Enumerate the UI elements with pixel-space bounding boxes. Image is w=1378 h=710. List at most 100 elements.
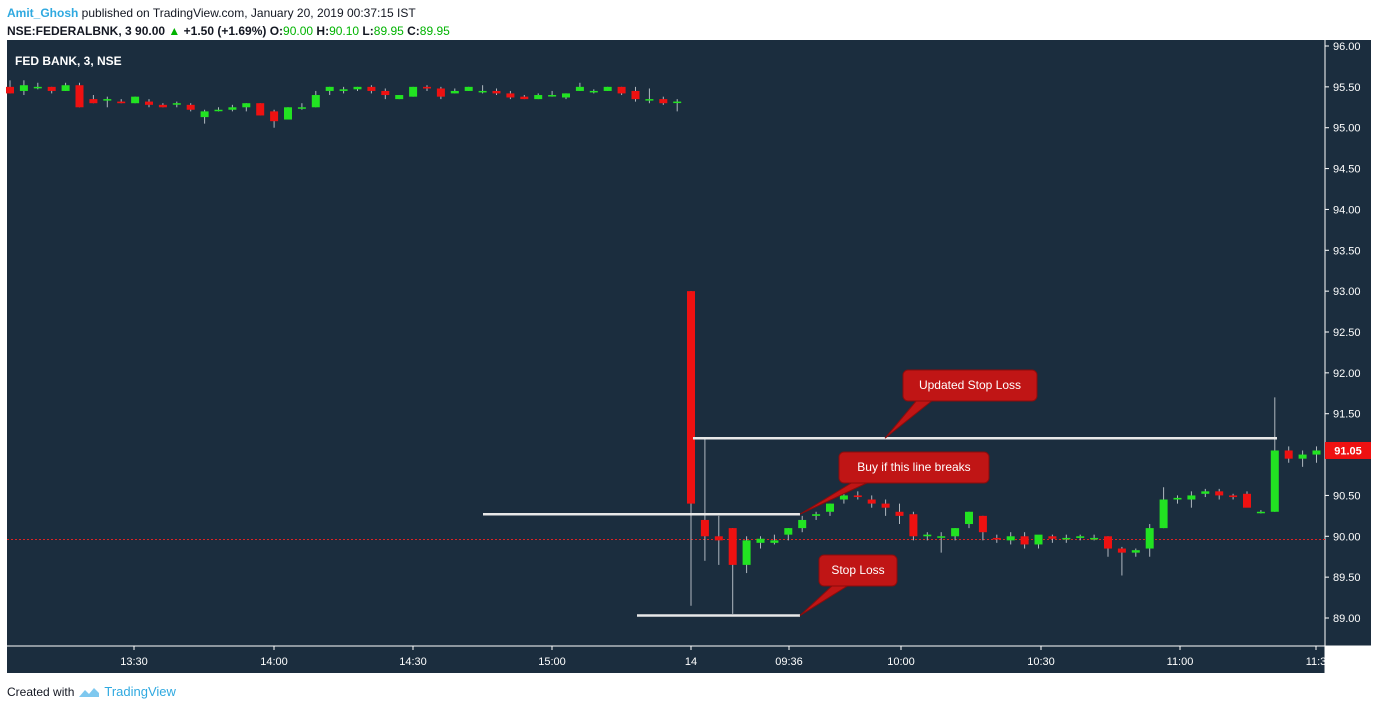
current-price-badge: 91.05 [1325,441,1371,459]
candle-body [631,90,640,100]
callout-box[interactable] [818,554,898,587]
candle-body [172,103,181,105]
candle-body [1159,499,1168,529]
candle [673,99,682,112]
candle-body [242,103,251,108]
candle-body [575,86,584,91]
y-axis-ticks: 96.00 95.50 95.00 94.50 94.00 93.50 93.00 92.50… [1325,41,1361,625]
candle-body [1298,454,1307,459]
candle-body [214,109,223,112]
candle-body [965,511,973,525]
open-label: O: [266,24,284,38]
candle-body [1104,536,1112,549]
symbol-label: NSE:FEDERALBNK, 3 [7,24,132,38]
candle [270,109,279,128]
candle [1034,534,1043,549]
candle-body [450,90,459,94]
candle [450,88,459,94]
candle [1131,548,1140,557]
candle-body [395,95,404,100]
author-link[interactable]: Amit_Ghosh [7,6,79,20]
candle [1187,491,1196,508]
annotation-2[interactable]: Buy if this line breaks [483,451,990,516]
candle [1256,510,1265,514]
annotations[interactable]: Updated Stop Loss Buy if this line breaks… [483,369,1277,617]
candle-body [381,90,390,96]
candle [1243,491,1251,508]
candle [297,103,306,110]
candle [478,85,487,94]
x-tick-label: 13:30 [120,656,148,668]
candle-body [1006,536,1015,541]
candle-body [617,86,626,94]
candle-body [1243,493,1251,508]
price-axis[interactable] [1325,40,1371,646]
candle [575,82,584,91]
callout-box[interactable] [838,451,990,484]
publish-info: Amit_Ghosh published on TradingView.com,… [7,4,1367,22]
y-tick-label: 92.50 [1333,327,1361,339]
candle-body [311,95,320,108]
candle [353,86,362,91]
candle-body [812,514,821,516]
candle [631,86,640,102]
candle [728,528,737,614]
candle-body [645,99,654,101]
candle-body [1131,550,1140,553]
candle [311,90,320,108]
candle-body [728,528,737,565]
candle [1159,487,1168,529]
candle [548,90,557,97]
y-tick-label: 95.50 [1333,82,1361,94]
x-tick-label: 11:00 [1167,656,1194,668]
y-tick-label: 95.00 [1333,123,1361,135]
candle [784,528,793,541]
close-label: C: [403,24,420,38]
candle [742,536,751,574]
candle-body [1312,450,1321,455]
candle [645,88,654,104]
low-label: L: [359,24,374,38]
candle [867,495,876,508]
candle [47,86,56,94]
candle-body [367,86,376,91]
current-price-label: 91.05 [1334,445,1362,457]
candle-body [839,495,848,500]
candle-body [492,90,501,94]
annotation-3[interactable]: Stop Loss [637,554,898,617]
candle [145,99,153,108]
candle-body [895,511,904,516]
candle [812,511,821,520]
candle [965,511,973,529]
candle-body [145,101,153,105]
candle [1201,488,1210,498]
y-tick-label: 90.00 [1333,531,1361,543]
x-tick-label: 11:3 [1306,656,1327,668]
candle-body [1076,536,1085,538]
candle-body [103,99,112,101]
callout-label: Stop Loss [831,563,884,577]
candle-body [1173,497,1182,500]
candle [1104,536,1112,557]
high-label: H: [313,24,330,38]
plot-area[interactable] [7,40,1325,646]
callout-box[interactable] [902,369,1038,402]
candle-body [951,528,960,537]
symbol-info: NSE:FEDERALBNK, 3 90.00 ▲ +1.50 (+1.69%)… [7,22,1367,40]
candle [992,534,1001,543]
candle [603,86,612,91]
candle-body [978,515,987,533]
candle-body [1020,536,1029,545]
candle [1145,524,1154,557]
time-axis[interactable] [7,646,1325,673]
candle-body [228,107,237,110]
annotation-1[interactable]: Updated Stop Loss [693,369,1277,440]
candle-body [89,99,98,104]
candle [103,96,112,108]
candlestick-chart[interactable]: FED BANK, 3, NSE 96.00 95.50 95.00 94.50 94.… [0,0,1378,680]
candle-body [325,86,334,91]
tradingview-brand[interactable]: TradingView [104,684,176,699]
candle [1048,534,1057,543]
y-tick-label: 94.00 [1333,204,1361,216]
candle-body [770,540,779,543]
